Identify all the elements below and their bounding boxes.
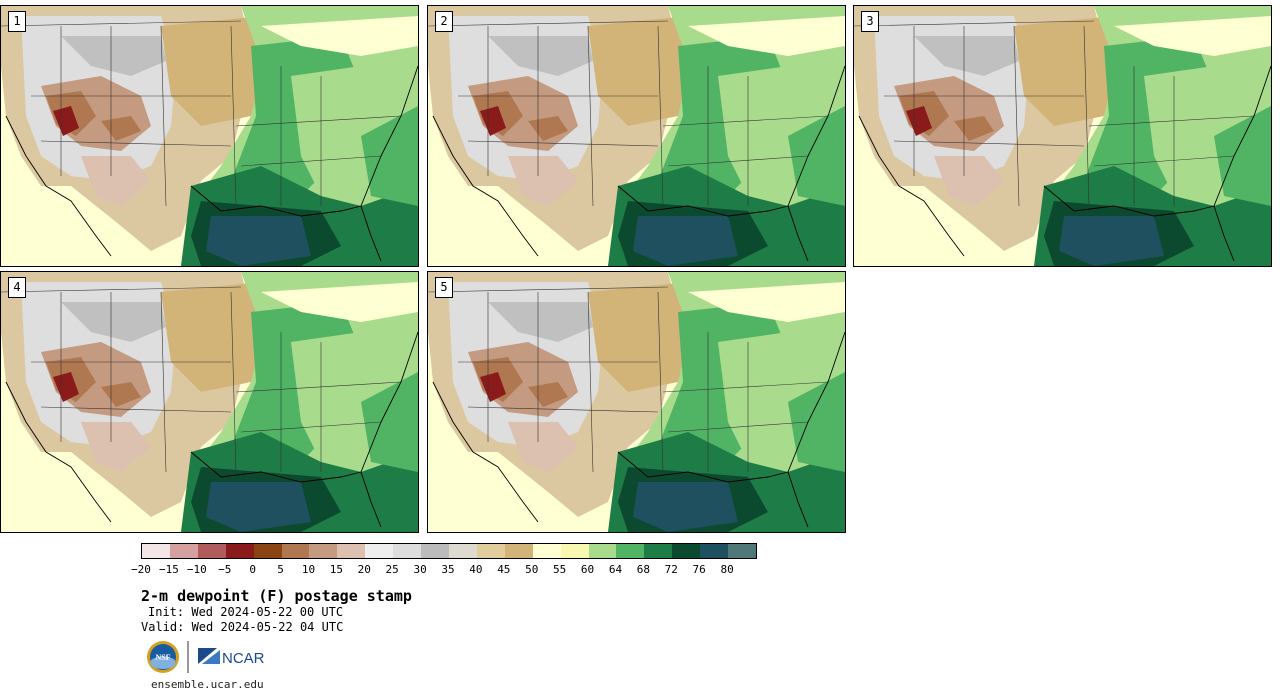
colorbar-segment <box>588 544 617 558</box>
sponsor-logos: NSF NCAR <box>145 638 275 676</box>
colorbar-segment <box>644 544 673 558</box>
colorbar-tick: 55 <box>553 563 567 576</box>
colorbar-tick: 5 <box>277 563 284 576</box>
panel-number-label: 4 <box>8 277 26 298</box>
chart-title: 2-m dewpoint (F) postage stamp <box>141 587 412 605</box>
site-url[interactable]: ensemble.ucar.edu <box>151 678 264 691</box>
dewpoint-map-3 <box>854 6 1271 266</box>
colorbar-segment <box>337 544 366 558</box>
panel-number-label: 1 <box>8 11 26 32</box>
colorbar-segment <box>448 544 477 558</box>
colorbar-tick: −5 <box>218 563 232 576</box>
colorbar-tick-labels: −20 −15 −10 −5 0 5 10 15 20 25 30 35 40 45 50 55 60 64 68 7… <box>131 563 755 577</box>
colorbar-tick: 60 <box>580 563 595 576</box>
nsf-logo-text: NSF <box>155 653 170 662</box>
colorbar-segment <box>421 544 449 558</box>
colorbar-tick: −20 <box>131 563 151 576</box>
colorbar-tick: 25 <box>385 563 399 576</box>
colorbar-tick: 76 <box>692 563 706 576</box>
colorbar-segment <box>142 544 170 558</box>
panel-number-label: 3 <box>861 11 879 32</box>
init-time: Init: Wed 2024-05-22 00 UTC <box>148 605 344 619</box>
colorbar-segment <box>532 544 561 558</box>
colorbar-segment <box>169 544 198 558</box>
map-panel-5[interactable]: 5 <box>427 271 846 533</box>
colorbar-segment <box>365 544 394 558</box>
colorbar-segment <box>504 544 533 558</box>
colorbar-tick: 80 <box>720 563 734 576</box>
colorbar-tick: 35 <box>441 563 455 576</box>
colorbar-tick: −15 <box>158 563 179 576</box>
colorbar-tick: 15 <box>329 563 343 576</box>
colorbar-segment <box>309 544 338 558</box>
colorbar-segment <box>616 544 645 558</box>
colorbar-tick: 20 <box>357 563 371 576</box>
colorbar-segment <box>393 544 422 558</box>
nsf-logo-icon: NSF <box>147 641 179 673</box>
dewpoint-map-5 <box>428 272 845 532</box>
panel-number-label: 2 <box>435 11 453 32</box>
colorbar-segment <box>560 544 589 558</box>
colorbar-tick: 45 <box>497 563 511 576</box>
colorbar-segment <box>476 544 505 558</box>
dewpoint-map-2 <box>428 6 845 266</box>
colorbar-segment <box>281 544 310 558</box>
colorbar-segment <box>700 544 729 558</box>
colorbar-tick: 40 <box>469 563 483 576</box>
map-panel-4[interactable]: 4 <box>0 271 419 533</box>
colorbar-segment <box>672 544 701 558</box>
dewpoint-map-1 <box>1 6 418 266</box>
valid-time: Valid: Wed 2024-05-22 04 UTC <box>141 620 344 634</box>
colorbar-tick: −10 <box>186 563 207 576</box>
colorbar-tick: 68 <box>636 563 650 576</box>
colorbar-tick: 64 <box>608 563 623 576</box>
map-panel-2[interactable]: 2 <box>427 5 846 267</box>
map-panel-3[interactable]: 3 <box>853 5 1272 267</box>
ncar-logo-icon: NCAR <box>198 648 265 667</box>
dewpoint-colorbar <box>141 543 757 559</box>
dewpoint-map-4 <box>1 272 418 532</box>
colorbar-tick: 72 <box>664 563 678 576</box>
colorbar-tick: 10 <box>301 563 316 576</box>
colorbar-tick: 0 <box>249 563 256 576</box>
colorbar-segment <box>225 544 254 558</box>
colorbar-segment <box>728 544 756 558</box>
ncar-logo-text: NCAR <box>222 650 265 667</box>
colorbar-tick: 30 <box>413 563 427 576</box>
colorbar-segment <box>197 544 226 558</box>
map-panel-1[interactable]: 1 <box>0 5 419 267</box>
panel-number-label: 5 <box>435 277 453 298</box>
colorbar-segment <box>253 544 282 558</box>
colorbar-tick: 50 <box>525 563 539 576</box>
